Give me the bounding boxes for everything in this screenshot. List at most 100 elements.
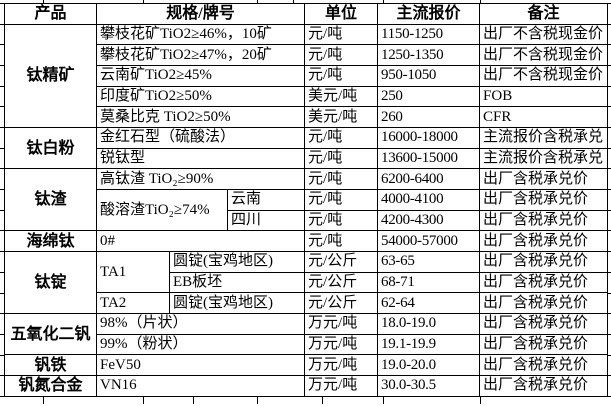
gridline-stub [257, 0, 258, 3]
gridline-stub [0, 148, 4, 149]
table-row: 钒氮合金 VN16 万元/吨 30.0-30.5 出厂含税承兑价 [4, 375, 609, 397]
note-cell: 出厂不含税现金价 [479, 65, 609, 87]
note-cell: 出厂含税承兑价 [479, 168, 609, 191]
table-row: 钒铁 FeV50 万元/吨 19.0-20.0 出厂含税承兑价 [4, 354, 609, 377]
price-cell: 1250-1350 [377, 44, 481, 67]
price-cell: 1150-1250 [377, 23, 481, 46]
col-header-product: 产品 [4, 3, 97, 25]
gridline-stub [607, 251, 611, 252]
price-cell: 4000-4100 [377, 189, 481, 211]
product-cell: 钒氮合金 [4, 375, 97, 397]
gridline-stub [0, 313, 4, 314]
table-row: 钛白粉 金红石型（硫酸法） 元/吨 16000-18000 主流报价含税承兑 [4, 127, 609, 170]
note-cell: 出厂含税承兑价 [479, 333, 609, 356]
gridline-stub [607, 396, 611, 397]
col-header-unit: 单位 [304, 3, 379, 25]
gridline-stub [480, 0, 481, 3]
unit-cell: 万元/吨 [304, 333, 379, 356]
gridline-stub [607, 375, 611, 376]
col-header-price: 主流报价 [377, 3, 481, 25]
gridline-stub [607, 355, 611, 356]
gridline-stub [0, 86, 4, 87]
note-cell: CFR [479, 106, 609, 129]
product-cell: 海绵钛 [4, 230, 97, 253]
price-cell: 63-65 [377, 251, 481, 273]
table-row: 海绵钛 0# 元/吨 54000-57000 出厂含税承兑价 [4, 230, 609, 253]
header-row: 产品 规格/牌号 单位 主流报价 备注 [4, 3, 609, 25]
gridline-stub [0, 355, 4, 356]
grade-cell: TA1 [96, 251, 170, 294]
form-cell: 圆锭(宝鸡地区) [168, 292, 306, 315]
note-cell: 主流报价含税承兑 [479, 127, 609, 149]
gridline-stub [0, 334, 4, 335]
gridline-stub [0, 272, 4, 273]
table-row: 五氧化二钒 98%（片状） 万元/吨 18.0-19.0 出厂含税承兑价 [4, 313, 609, 356]
unit-cell: 元/吨 [304, 209, 379, 232]
table-row: 钛锭 TA1 圆锭(宝鸡地区) 元/公斤 63-65 出厂含税承兑价 [4, 251, 609, 315]
unit-cell: 元/吨 [304, 189, 379, 211]
gridline-stub [43, 397, 44, 404]
note-cell: 出厂含税承兑价 [479, 230, 609, 253]
unit-cell: 元/吨 [304, 23, 379, 46]
gridline-stub [607, 24, 611, 25]
unit-cell: 美元/吨 [304, 85, 379, 108]
gridline-stub [0, 396, 4, 397]
product-cell: 钛锭 [4, 251, 97, 315]
unit-cell: 美元/吨 [304, 106, 379, 129]
note-cell: 出厂含税承兑价 [479, 271, 609, 294]
spec-cell: 99%（粉状） [95, 333, 306, 356]
spec-cell: 酸溶渣TiO₂≥74% [96, 189, 228, 232]
price-cell: 4200-4300 [377, 209, 481, 232]
gridline-stub [0, 168, 4, 169]
unit-cell: 元/吨 [304, 65, 379, 87]
price-cell: 250 [377, 85, 481, 108]
gridline-stub [0, 230, 4, 231]
gridline-stub [0, 106, 4, 107]
unit-cell: 元/吨 [304, 44, 379, 67]
gridline-stub [257, 397, 258, 404]
gridline-stub [322, 397, 323, 404]
note-cell: 出厂含税承兑价 [479, 209, 609, 232]
gridline-stub [143, 397, 144, 404]
price-cell: 16000-18000 [377, 127, 481, 149]
gridline-stub [607, 189, 611, 190]
unit-cell: 万元/吨 [304, 313, 379, 335]
unit-cell: 元/吨 [304, 147, 379, 170]
unit-cell: 元/吨 [304, 168, 379, 191]
table-row: 99%（粉状） 万元/吨 19.1-19.9 出厂含税承兑价 [5, 333, 609, 356]
product-cell: 钒铁 [4, 354, 97, 377]
unit-cell: 元/公斤 [304, 271, 379, 294]
gridline-stub [607, 168, 611, 169]
table-row: 印度矿TiO2≥50% 美元/吨 250 FOB [5, 85, 609, 108]
spec-cell: 攀枝花矿TiO2≥46%，10矿 [95, 23, 306, 46]
unit-cell: 元/吨 [304, 127, 379, 149]
spec-cell: 锐钛型 [95, 147, 306, 170]
gridline-stub [0, 375, 4, 376]
gridline-stub [607, 210, 611, 211]
unit-cell: 万元/吨 [304, 354, 379, 377]
unit-cell: 元/公斤 [304, 292, 379, 315]
gridline-stub [607, 65, 611, 66]
gridline-stub [607, 148, 611, 149]
product-cell: 五氧化二钒 [4, 313, 97, 356]
spec-cell: 98%（片状） [95, 313, 306, 335]
gridline-stub [607, 230, 611, 231]
price-cell: 54000-57000 [377, 230, 481, 253]
gridline-stub [607, 293, 611, 294]
product-cell: 钛白粉 [4, 127, 97, 170]
table-row: 攀枝花矿TiO2≥47%，20矿 元/吨 1250-1350 出厂不含税现金价 [5, 44, 609, 67]
price-cell: 19.0-20.0 [377, 354, 481, 377]
table-row: 酸溶渣TiO₂≥74% 云南 元/吨 4000-4100 出厂含税承兑价 [5, 189, 609, 232]
spec-cell: 攀枝花矿TiO2≥47%，20矿 [95, 44, 306, 67]
gridline-stub [0, 210, 4, 211]
gridline-stub [607, 127, 611, 128]
col-header-note: 备注 [479, 3, 609, 25]
table-row: 锐钛型 元/吨 13600-15000 主流报价含税承兑 [5, 147, 609, 170]
gridline-stub [43, 0, 44, 3]
note-cell: 出厂不含税现金价 [479, 23, 609, 46]
table-row: 钛渣 高钛渣 TiO₂≥90% 元/吨 6200-6400 出厂含税承兑价 [4, 168, 609, 232]
gridline-stub [0, 189, 4, 190]
gridline-stub [607, 86, 611, 87]
product-cell: 钛渣 [4, 168, 97, 232]
spec-cell: 0# [95, 230, 306, 253]
